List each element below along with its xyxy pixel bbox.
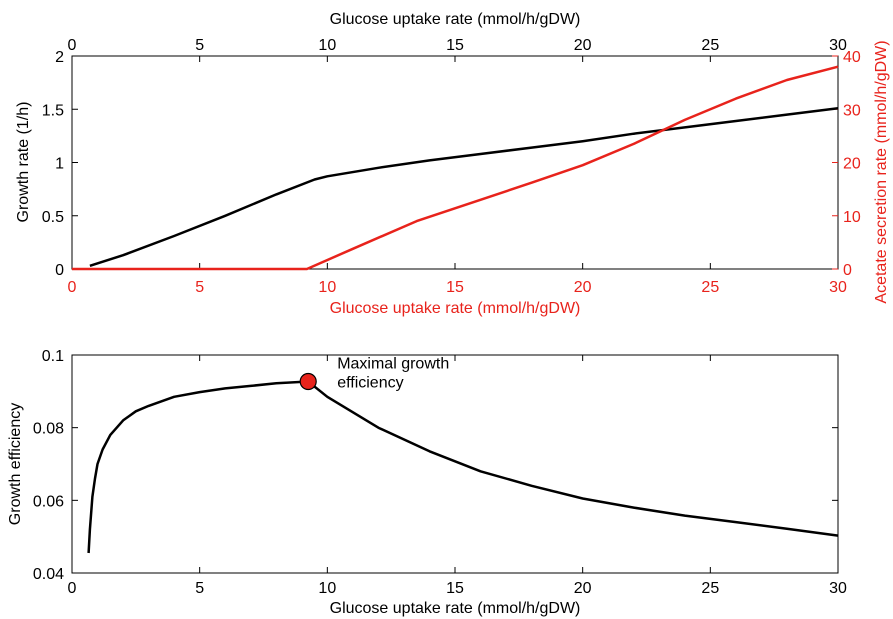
acetate-y-tick-label: 20 bbox=[843, 156, 861, 173]
bottom-x-tick-label: 5 bbox=[195, 580, 204, 597]
bottom-x-tick-label: 15 bbox=[446, 580, 464, 597]
acetate-y-tick-label: 0 bbox=[843, 262, 852, 279]
growth-acetate-panel: Glucose uptake rate (mmol/h/gDW) Glucose… bbox=[15, 11, 890, 317]
acetate-secretion-line bbox=[72, 65, 839, 271]
growth-efficiency-panel: Glucose uptake rate (mmol/h/gDW) Growth … bbox=[7, 348, 847, 617]
top-x-tick-label-bottom: 30 bbox=[829, 279, 847, 296]
top-axis-ticks: 00551010151520202525303000.511.520102030… bbox=[42, 37, 861, 296]
acetate-axis-label: Acetate secretion rate (mmol/h/gDW) bbox=[873, 40, 890, 303]
acetate-y-tick-label: 30 bbox=[843, 102, 861, 119]
annotation-line-1: Maximal growth bbox=[337, 356, 449, 373]
top-x-axis-label-bottom: Glucose uptake rate (mmol/h/gDW) bbox=[330, 300, 581, 317]
top-x-tick-label-bottom: 0 bbox=[68, 279, 77, 296]
growth-y-tick-label: 1 bbox=[55, 156, 64, 173]
top-x-tick-label-bottom: 10 bbox=[318, 279, 336, 296]
top-x-tick-label-top: 5 bbox=[195, 37, 204, 54]
top-x-tick-label-top: 0 bbox=[68, 37, 77, 54]
top-x-tick-label-bottom: 20 bbox=[574, 279, 592, 296]
top-plot-frame bbox=[71, 55, 839, 270]
efficiency-y-tick-label: 0.1 bbox=[42, 348, 64, 365]
bottom-x-axis-label: Glucose uptake rate (mmol/h/gDW) bbox=[330, 600, 581, 617]
acetate-y-tick-label: 10 bbox=[843, 209, 861, 226]
growth-rate-line bbox=[89, 106, 839, 267]
annotation-line-2: efficiency bbox=[337, 375, 403, 392]
bottom-x-tick-label: 10 bbox=[318, 580, 336, 597]
top-x-tick-label-top: 10 bbox=[318, 37, 336, 54]
growth-efficiency-axis-label: Growth efficiency bbox=[7, 403, 24, 525]
bottom-x-tick-label: 0 bbox=[68, 580, 77, 597]
top-x-tick-label-top: 25 bbox=[701, 37, 719, 54]
efficiency-y-tick-label: 0.08 bbox=[33, 421, 64, 438]
growth-y-tick-label: 2 bbox=[55, 49, 64, 66]
growth-y-tick-label: 0 bbox=[55, 262, 64, 279]
bottom-x-tick-label: 30 bbox=[829, 580, 847, 597]
top-x-tick-label-top: 30 bbox=[829, 37, 847, 54]
acetate-y-tick-label: 40 bbox=[843, 49, 861, 66]
bottom-x-tick-label: 25 bbox=[701, 580, 719, 597]
growth-efficiency-line bbox=[87, 380, 839, 554]
top-x-tick-label-bottom: 5 bbox=[195, 279, 204, 296]
growth-rate-axis-label: Growth rate (1/h) bbox=[15, 102, 32, 223]
top-x-tick-label-top: 20 bbox=[574, 37, 592, 54]
bottom-plot-frame bbox=[71, 354, 839, 574]
growth-y-tick-label: 0.5 bbox=[42, 209, 64, 226]
bottom-axis-ticks: 0 5 10 15 20 25 30 0.04 0.06 0.08 0.1 bbox=[33, 348, 847, 597]
bottom-x-tick-label: 20 bbox=[574, 580, 592, 597]
top-x-tick-label-top: 15 bbox=[446, 37, 464, 54]
efficiency-y-tick-label: 0.04 bbox=[33, 566, 64, 583]
top-x-tick-label-bottom: 15 bbox=[446, 279, 464, 296]
maximal-efficiency-marker bbox=[299, 372, 317, 391]
growth-y-tick-label: 1.5 bbox=[42, 102, 64, 119]
top-x-axis-label-top: Glucose uptake rate (mmol/h/gDW) bbox=[330, 11, 581, 28]
top-x-tick-label-bottom: 25 bbox=[701, 279, 719, 296]
efficiency-y-tick-label: 0.06 bbox=[33, 493, 64, 510]
